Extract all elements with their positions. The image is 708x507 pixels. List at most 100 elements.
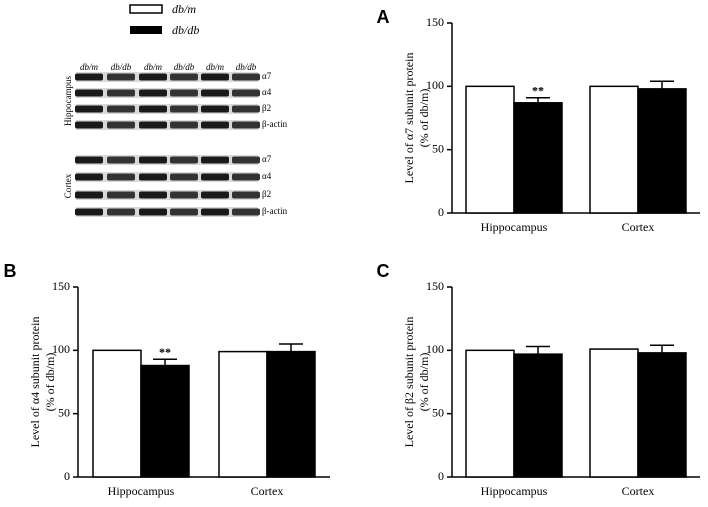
bar [637,88,687,214]
blot-band [139,73,167,81]
panel-letter: C [377,261,390,281]
y-tick-label: 150 [426,279,444,293]
blot-band [75,208,103,216]
blot-band [201,121,229,129]
panel-letter: A [377,7,390,27]
blot-band [170,191,198,199]
band-label: β2 [262,103,271,113]
lane-label: db/m [80,62,99,72]
bar [513,102,563,214]
blot-band [201,191,229,199]
blot-band [170,173,198,181]
bar [266,350,316,478]
band-label: β-actin [262,206,288,216]
lane-label: db/m [144,62,163,72]
y-axis-label: (% of db/m) [43,353,57,412]
region-label: Hippocampus [63,76,73,126]
legend-swatch [130,26,162,34]
significance: ** [532,83,544,97]
panel-letter: B [4,261,17,281]
y-axis-label: (% of db/m) [417,353,431,412]
blot-band [139,156,167,164]
x-tick-label: Cortex [622,220,655,234]
y-tick-label: 50 [58,405,70,419]
blot-band [107,191,135,199]
blot-band [170,89,198,97]
blot-band [139,191,167,199]
lane-label: db/db [111,62,132,72]
y-axis-label: Level of α7 subunit protein [402,53,416,184]
bar [589,85,639,214]
blot-band [139,89,167,97]
blot-band [232,156,260,164]
blot-band [201,73,229,81]
band-label: β-actin [262,119,288,129]
y-tick-label: 100 [52,342,70,356]
blot-band [75,121,103,129]
blot-band [75,191,103,199]
blot-band [201,105,229,113]
legend-swatch [129,4,163,14]
band-label: α7 [262,154,272,164]
blot-band [139,208,167,216]
band-label: β2 [262,189,271,199]
blot-band [107,208,135,216]
y-tick-label: 0 [438,205,444,219]
x-tick-label: Hippocampus [481,220,548,234]
y-tick-label: 150 [426,15,444,29]
lane-label: db/db [174,62,195,72]
blot-band [139,173,167,181]
blot-band [170,121,198,129]
blot-band [201,89,229,97]
y-tick-label: 50 [432,141,444,155]
y-tick-label: 100 [426,78,444,92]
blot-band [139,105,167,113]
blot-band [232,208,260,216]
bar [513,353,563,478]
bar [92,349,142,478]
region-label: Cortex [63,173,73,198]
blot-band [201,156,229,164]
legend-label: db/m [172,2,196,16]
blot-band [75,105,103,113]
blot-band [107,89,135,97]
bar [589,348,639,478]
lane-label: db/db [236,62,257,72]
y-tick-label: 100 [426,342,444,356]
blot-band [107,173,135,181]
blot-band [232,105,260,113]
y-tick-label: 150 [52,279,70,293]
significance: ** [159,345,171,359]
legend-label: db/db [172,23,199,37]
blot-band [170,105,198,113]
bar [465,85,515,214]
bar [218,350,268,478]
bar [637,352,687,478]
blot-band [107,73,135,81]
blot-band [232,191,260,199]
x-tick-label: Cortex [251,484,284,498]
blot-band [201,208,229,216]
band-label: α7 [262,71,272,81]
blot-band [232,121,260,129]
blot-band [232,73,260,81]
y-axis-label: Level of β2 subunit protein [402,317,416,448]
y-tick-label: 0 [64,469,70,483]
blot-band [201,173,229,181]
y-axis-label: Level of α4 subunit protein [28,317,42,448]
x-tick-label: Hippocampus [108,484,175,498]
y-tick-label: 50 [432,405,444,419]
blot-band [75,173,103,181]
blot-band [107,105,135,113]
y-tick-label: 0 [438,469,444,483]
band-label: α4 [262,171,272,181]
blot-band [107,121,135,129]
blot-band [170,73,198,81]
bar [465,349,515,478]
blot-band [232,89,260,97]
band-label: α4 [262,87,272,97]
blot-band [170,156,198,164]
x-tick-label: Hippocampus [481,484,548,498]
blot-band [170,208,198,216]
